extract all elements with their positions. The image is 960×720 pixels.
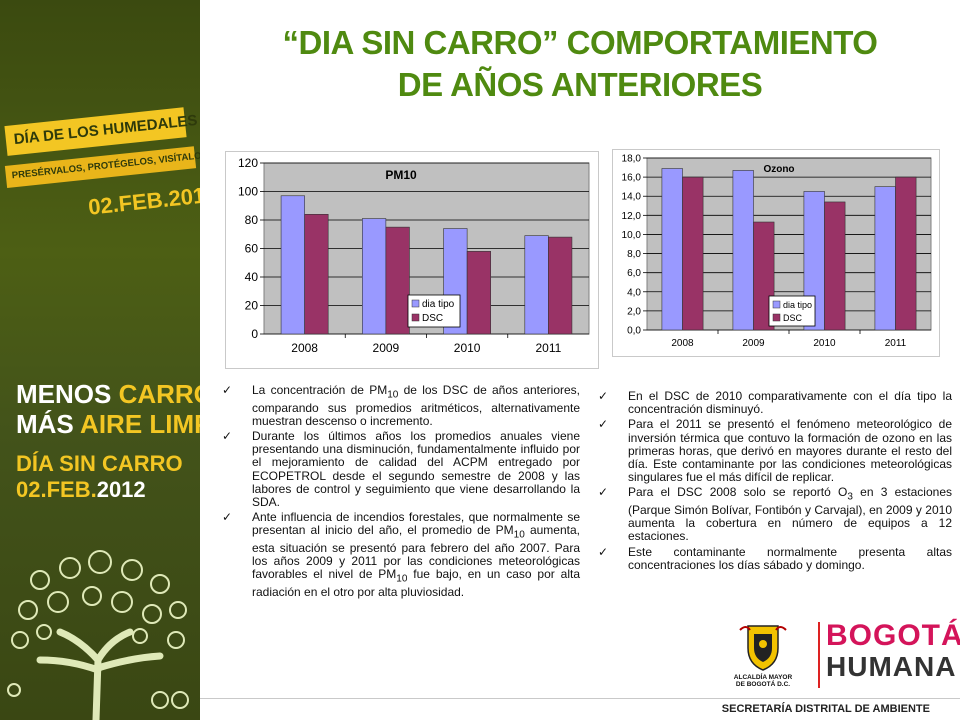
bar-DSC-2008 (682, 176, 704, 331)
right-bullet-4: ✓ Este contaminante normalmente presenta … (598, 544, 952, 572)
y-tick-label: 0 (251, 327, 258, 341)
legend-swatch (411, 313, 420, 322)
y-tick-label: 16,0 (622, 173, 642, 184)
footer: SECRETARÍA DISTRITAL DE AMBIENTE (200, 698, 960, 720)
left-sidebar-artwork: DÍA DE LOS HUMEDALES PRESÉRVALOS, PROTÉG… (0, 0, 200, 720)
right-bullet-text: Este contaminante normalmente presenta a… (628, 544, 952, 572)
bar-DSC-2011 (895, 176, 917, 331)
left-bullet-3: ✓ Ante influencia de incendios forestales… (222, 511, 580, 599)
legend-label: dia tipo (422, 299, 455, 310)
slogan-line-1: MENOS CARROS (16, 379, 200, 409)
bicycle-tree-icon (7, 550, 189, 720)
ozono-chart-svg: 0,0 2,0 4,0 6,0 8,0 10,0 12,0 14,0 16,0 18,0 2008 2… (622, 154, 932, 349)
humedales-banner: DÍA DE LOS HUMEDALES (4, 107, 198, 156)
check-icon: ✓ (598, 389, 609, 403)
x-tick-label: 2011 (885, 338, 907, 349)
bar-dia-tipo-2009 (362, 218, 387, 335)
legend-label: DSC (783, 313, 803, 323)
bar-DSC-2009 (385, 226, 410, 335)
y-tick-label: 18,0 (622, 154, 642, 165)
check-icon: ✓ (222, 429, 233, 443)
pm10-chart: 0 20 40 60 80 100 120 2008 2009 2010 2011 PM10 dia t… (225, 151, 599, 369)
y-tick-label: 10,0 (622, 230, 642, 241)
legend-swatch (411, 299, 420, 308)
y-tick-label: 4,0 (627, 287, 641, 298)
right-text-column: ✓ En el DSC de 2010 comparativamente con … (598, 389, 952, 574)
legend-swatch (772, 313, 781, 322)
bar-dia-tipo-2009 (732, 170, 754, 331)
pm10-chart-svg: 0 20 40 60 80 100 120 2008 2009 2010 2011 PM10 dia t… (238, 156, 590, 355)
right-bullet-text: En el DSC de 2010 comparativamente con e… (628, 389, 952, 417)
bar-dia-tipo-2008 (661, 168, 683, 331)
right-bullet-text: Para el DSC 2008 solo se reportó O3 en 3… (628, 485, 952, 544)
x-tick-label: 2010 (813, 338, 836, 349)
right-bullet-1: ✓ En el DSC de 2010 comparativamente con … (598, 389, 952, 417)
y-tick-label: 2,0 (627, 306, 641, 317)
y-tick-label: 40 (245, 270, 259, 284)
x-tick-label: 2010 (454, 341, 481, 355)
humana-logo-text: HUMANA (826, 651, 957, 682)
chart-title: Ozono (763, 164, 794, 175)
legend-label: DSC (422, 313, 443, 324)
x-tick-label: 2008 (671, 338, 694, 349)
y-tick-label: 0,0 (627, 326, 641, 337)
left-bullet-2: ✓ Durante los últimos años los promedios … (222, 429, 580, 510)
y-tick-label: 100 (238, 185, 258, 199)
alcaldia-logo-text: ALCALDÍA MAYOR DE BOGOTÁ D.C. (733, 674, 793, 688)
bogota-logo-text: BOGOTÁ (826, 619, 960, 652)
logos-area: ALCALDÍA MAYOR DE BOGOTÁ D.C. BOGOTÁ HUM… (730, 620, 960, 694)
x-tick-label: 2009 (373, 341, 400, 355)
left-bullet-text: Durante los últimos años los promedios a… (252, 429, 580, 510)
y-tick-label: 120 (238, 156, 258, 170)
bar-DSC-2011 (548, 236, 573, 335)
y-tick-label: 14,0 (622, 192, 642, 203)
left-bullet-1: ✓ La concentración de PM10 de los DSC de … (222, 383, 580, 428)
right-bullet-list: ✓ En el DSC de 2010 comparativamente con … (598, 389, 952, 572)
title-line-2: DE AÑOS ANTERIORES (397, 66, 763, 103)
title-line-1: “DIA SIN CARRO” COMPORTAMIENTO (282, 24, 878, 61)
y-tick-label: 8,0 (627, 249, 641, 260)
left-bullet-list: ✓ La concentración de PM10 de los DSC de … (222, 383, 580, 599)
left-bullet-text: La concentración de PM10 de los DSC de a… (252, 383, 580, 428)
y-tick-label: 6,0 (627, 268, 641, 279)
check-icon: ✓ (598, 417, 609, 432)
footer-text: SECRETARÍA DISTRITAL DE AMBIENTE (721, 703, 930, 715)
ozono-chart: 0,0 2,0 4,0 6,0 8,0 10,0 12,0 14,0 16,0 18,0 2008 2… (612, 149, 940, 357)
check-icon: ✓ (222, 383, 233, 397)
bar-dia-tipo-2008 (280, 195, 305, 335)
left-bullet-text: Ante influencia de incendios forestales,… (252, 510, 580, 600)
slogan-line-4: 02.FEB.2012 (16, 477, 146, 502)
bar-dia-tipo-2011 (874, 186, 896, 331)
check-icon: ✓ (222, 510, 233, 525)
bar-DSC-2008 (304, 213, 329, 335)
right-bullet-2: ✓ Para el 2011 se presentó el fenómeno me… (598, 418, 952, 484)
bogota-coat-of-arms-icon (739, 625, 787, 671)
y-tick-label: 12,0 (622, 211, 642, 222)
x-tick-label: 2011 (535, 341, 561, 355)
y-tick-label: 60 (245, 242, 259, 256)
slogan-line-3: DÍA SIN CARRO (16, 451, 183, 476)
check-icon: ✓ (598, 485, 609, 500)
bar-dia-tipo-2011 (524, 235, 549, 335)
bar-DSC-2010 (466, 251, 491, 335)
slogan-line-2: MÁS AIRE LIMPIO (16, 409, 200, 439)
right-bullet-3: ✓ Para el DSC 2008 solo se reportó O3 en … (598, 486, 952, 543)
y-tick-label: 80 (245, 213, 259, 227)
page-title: “DIA SIN CARRO” COMPORTAMIENTO DE AÑOS A… (200, 22, 960, 106)
y-tick-label: 20 (245, 299, 259, 313)
x-tick-label: 2008 (291, 341, 318, 355)
right-bullet-text: Para el 2011 se presentó el fenómeno met… (628, 417, 952, 485)
legend-label: dia tipo (783, 300, 812, 310)
bar-DSC-2010 (824, 201, 846, 331)
logo-divider (818, 622, 820, 688)
x-tick-label: 2009 (742, 338, 765, 349)
chart-title: PM10 (385, 168, 417, 182)
left-text-column: ✓ La concentración de PM10 de los DSC de … (222, 383, 580, 601)
check-icon: ✓ (598, 544, 609, 559)
humedales-date: 02.FEB.2012 (86, 181, 200, 220)
legend-swatch (772, 300, 781, 309)
